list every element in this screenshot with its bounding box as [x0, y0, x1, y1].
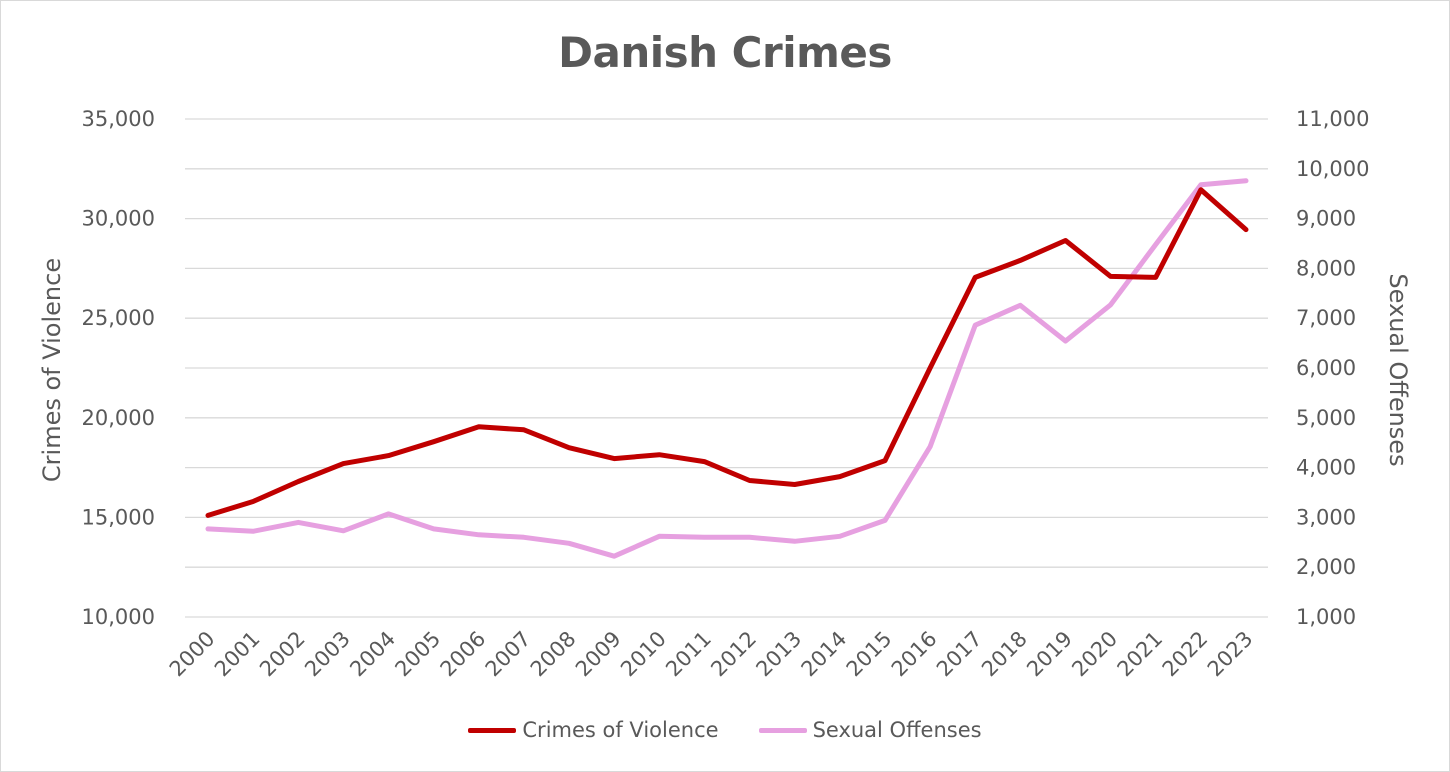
left-axis-ticks: 10,000 15,000 20,000 25,000 30,000 35,000 [82, 107, 155, 629]
left-tick-label: 25,000 [82, 306, 155, 330]
legend-item-sexual-offenses: Sexual Offenses [758, 718, 982, 742]
gridlines [185, 118, 1268, 618]
x-tick-label: 2023 [1203, 627, 1258, 682]
legend-label-sexual-offenses: Sexual Offenses [812, 718, 982, 742]
x-tick-label: 2003 [300, 627, 355, 682]
x-tick-label: 2006 [436, 627, 491, 682]
x-tick-label: 2016 [887, 627, 942, 682]
x-tick-label: 2008 [526, 627, 581, 682]
legend-swatch-crimes-of-violence [468, 727, 517, 733]
x-tick-label: 2011 [661, 627, 716, 682]
x-tick-label: 2005 [390, 627, 445, 682]
x-tick-label: 2013 [751, 627, 806, 682]
x-tick-label: 2021 [1113, 627, 1168, 682]
x-tick-label: 2004 [345, 627, 400, 682]
x-tick-label: 2001 [210, 627, 265, 682]
x-tick-label: 2017 [932, 627, 987, 682]
right-tick-label: 1,000 [1296, 605, 1356, 629]
chart-title: Danish Crimes [558, 28, 892, 77]
x-tick-label: 2009 [571, 627, 626, 682]
right-tick-label: 11,000 [1296, 107, 1369, 131]
right-axis-label: Sexual Offenses [1384, 273, 1412, 466]
right-tick-label: 4,000 [1296, 456, 1356, 480]
x-tick-label: 2007 [481, 627, 536, 682]
x-tick-label: 2022 [1158, 627, 1213, 682]
right-tick-label: 8,000 [1296, 256, 1356, 280]
right-tick-label: 10,000 [1296, 157, 1369, 181]
x-tick-label: 2019 [1022, 627, 1077, 682]
left-tick-label: 30,000 [82, 207, 155, 231]
x-axis-ticks: 2000200120022003200420052006200720082009… [165, 627, 1258, 682]
x-tick-label: 2020 [1067, 627, 1122, 682]
x-tick-label: 2000 [165, 627, 220, 682]
series-line-sexual-offenses [205, 178, 1249, 559]
x-tick-label: 2018 [977, 627, 1032, 682]
left-tick-label: 10,000 [82, 605, 155, 629]
right-tick-label: 5,000 [1296, 406, 1356, 430]
x-tick-label: 2014 [797, 627, 852, 682]
right-tick-label: 6,000 [1296, 356, 1356, 380]
x-tick-label: 2010 [616, 627, 671, 682]
right-tick-label: 9,000 [1296, 207, 1356, 231]
right-tick-label: 3,000 [1296, 505, 1356, 529]
right-axis-ticks: 1,000 2,000 3,000 4,000 5,000 6,000 7,000 8,000… [1296, 107, 1369, 629]
x-tick-label: 2015 [842, 627, 897, 682]
legend-item-crimes-of-violence: Crimes of Violence [468, 718, 719, 742]
x-tick-label: 2002 [255, 627, 310, 682]
right-tick-label: 7,000 [1296, 306, 1356, 330]
left-axis-label: Crimes of Violence [38, 258, 66, 482]
series-line-crimes-of-violence [205, 187, 1249, 518]
right-tick-label: 2,000 [1296, 555, 1356, 579]
left-tick-label: 20,000 [82, 406, 155, 430]
left-tick-label: 35,000 [82, 107, 155, 131]
legend: Crimes of Violence Sexual Offenses [0, 718, 1450, 742]
x-tick-label: 2012 [706, 627, 761, 682]
legend-swatch-sexual-offenses [758, 727, 807, 733]
legend-label-crimes-of-violence: Crimes of Violence [522, 718, 719, 742]
series-lines [205, 178, 1249, 559]
left-tick-label: 15,000 [82, 505, 155, 529]
